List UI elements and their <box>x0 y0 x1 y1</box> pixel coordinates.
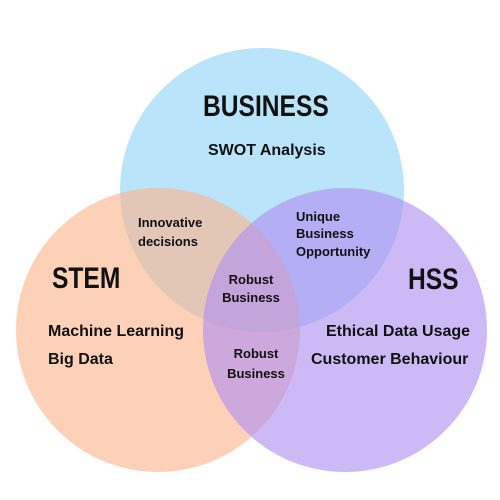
overlap-stem-hss-line-1: Robust <box>233 346 279 361</box>
hss-line-2: Customer Behaviour <box>311 351 469 368</box>
stem-title: STEM <box>52 262 121 295</box>
overlap-business-hss-line-2: Business <box>296 226 354 242</box>
overlap-business-hss-line-3: Opportunity <box>296 243 371 259</box>
stem-line-1: Machine Learning <box>48 323 185 340</box>
overlap-center-line-1: Robust <box>228 272 274 287</box>
overlap-stem-hss: Robust Business <box>223 346 289 382</box>
stem-line-2: Big Data <box>48 351 113 368</box>
hss-circle <box>203 188 487 472</box>
overlap-center: Robust Business <box>218 272 284 306</box>
overlap-business-stem: Innovative decisions <box>138 215 203 250</box>
business-title: BUSINESS <box>203 90 329 123</box>
overlap-stem-hss-line-2: Business <box>227 366 285 382</box>
business-subtitle: SWOT Analysis <box>208 142 326 159</box>
overlap-business-stem-line-2: decisions <box>138 234 198 250</box>
overlap-business-hss-line-1: Unique <box>296 209 341 224</box>
hss-title: HSS <box>408 263 459 296</box>
hss-line-1: Ethical Data Usage <box>326 323 471 340</box>
overlap-business-hss: Unique Business Opportunity <box>296 209 371 259</box>
overlap-center-line-2: Business <box>222 290 280 306</box>
overlap-business-stem-line-1: Innovative <box>138 215 203 230</box>
